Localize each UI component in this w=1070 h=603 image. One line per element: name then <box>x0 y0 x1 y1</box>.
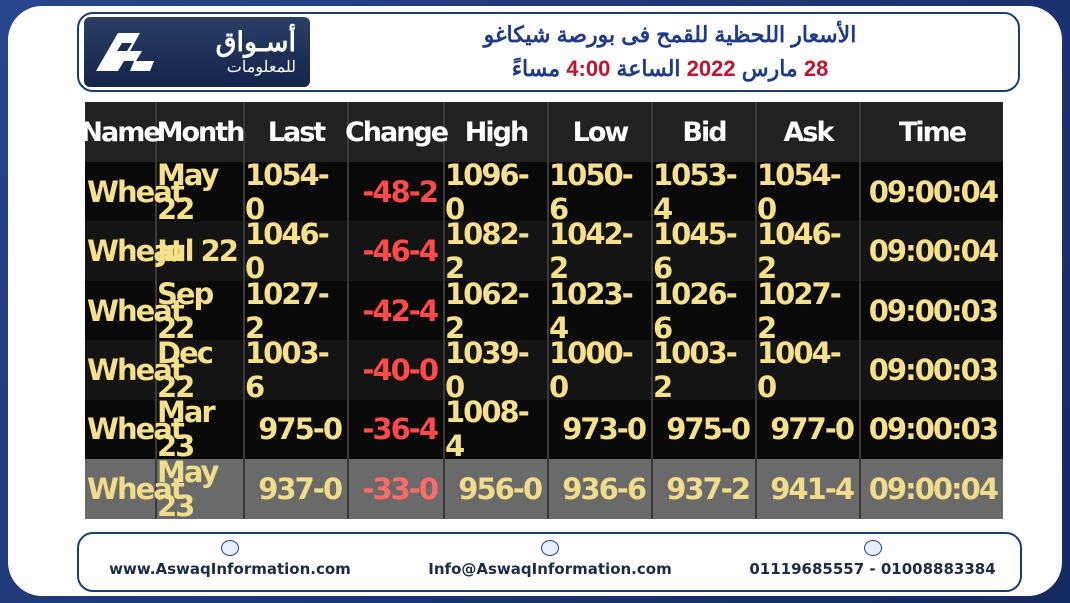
cell-ask: 1054-0 <box>757 158 861 226</box>
title-month: مارس <box>741 56 798 81</box>
cell-month: Jul 22 <box>157 221 245 282</box>
cell-name: Wheat <box>85 221 185 282</box>
title-year: 2022 <box>686 56 736 81</box>
cell-high: 956-0 <box>445 458 549 519</box>
cell-name: Wheat <box>85 399 185 460</box>
cell-month: Sep 22 <box>157 277 245 345</box>
prices-table: Name Month Last Change High Low Bid Ask Time Whea… <box>80 102 1003 523</box>
cell-month: Mar 23 <box>157 395 245 463</box>
cell-time: 09:00:03 <box>868 412 999 447</box>
column-header-last: Last <box>245 102 349 162</box>
cell-name: Wheat <box>85 339 185 400</box>
cell-name: Wheat <box>85 280 185 341</box>
cell-name: Wheat <box>85 162 185 222</box>
cell-change: -33-0 <box>349 458 445 519</box>
logo: أسـواق للمعلومات <box>84 17 310 87</box>
cell-time: 09:00:04 <box>868 234 999 269</box>
table-row: Wheat Mar 23 975-0 -36-4 1008-4 973-0 975-0 977… <box>85 395 1003 463</box>
cell-bid: 937-2 <box>653 458 757 519</box>
cell-ask: 977-0 <box>757 399 861 460</box>
cell-high: 1008-4 <box>445 395 549 463</box>
cell-last: 1003-6 <box>245 336 349 404</box>
cell-last: 937-0 <box>245 458 349 519</box>
cell-bid: 1045-6 <box>653 217 757 285</box>
cell-month: May 22 <box>157 158 245 226</box>
cell-last: 1054-0 <box>245 158 349 226</box>
title-line2: 28 مارس 2022 الساعة 4:00 مساءً <box>330 52 1010 86</box>
cell-change: -40-0 <box>349 339 445 400</box>
title-day: 28 <box>803 56 829 81</box>
cell-ask: 1027-2 <box>757 277 861 345</box>
cell-low: 973-0 <box>549 399 653 460</box>
cell-high: 1096-0 <box>445 158 549 226</box>
column-header-low: Low <box>549 102 653 162</box>
column-header-month: Month <box>157 102 245 162</box>
cell-low: 1050-6 <box>549 158 653 226</box>
table-row: Wheat May 23 937-0 -33-0 956-0 936-6 937-2 941-… <box>85 455 1003 523</box>
phone-icon <box>863 540 882 556</box>
cell-change: -46-4 <box>349 221 445 282</box>
cell-last: 1027-2 <box>245 277 349 345</box>
column-header-name: Name <box>80 102 162 162</box>
logo-title: أسـواق <box>215 27 296 57</box>
mail-icon <box>541 540 559 556</box>
column-header-high: High <box>445 102 549 162</box>
cell-name: Wheat <box>85 458 185 519</box>
cell-change: -42-4 <box>349 280 445 341</box>
cell-low: 1042-2 <box>549 217 653 285</box>
cell-bid: 1003-2 <box>653 336 757 404</box>
cell-high: 1062-2 <box>445 277 549 345</box>
cell-low: 1000-0 <box>549 336 653 404</box>
phones-text: 01119685557 - 01008883384 <box>749 560 996 578</box>
title-line1: الأسعار اللحظية للقمح فى بورصة شيكاغو <box>483 22 857 47</box>
page-title: الأسعار اللحظية للقمح فى بورصة شيكاغو 28… <box>330 18 1010 86</box>
cell-bid: 1026-6 <box>653 277 757 345</box>
column-header-bid: Bid <box>653 102 757 162</box>
cell-last: 1046-0 <box>245 217 349 285</box>
title-suffix: مساءً <box>511 56 561 81</box>
logo-subtitle: للمعلومات <box>226 59 296 76</box>
cell-last: 975-0 <box>245 399 349 460</box>
cell-low: 1023-4 <box>549 277 653 345</box>
cell-time: 09:00:03 <box>868 352 999 387</box>
cell-change: -48-2 <box>349 162 445 222</box>
cell-bid: 1053-4 <box>653 158 757 226</box>
footer-phones: 01119685557 - 01008883384 <box>730 540 1015 578</box>
email-text: Info@AswaqInformation.com <box>428 560 672 578</box>
cell-ask: 1046-2 <box>757 217 861 285</box>
table-row: Wheat Jul 22 1046-0 -46-4 1082-2 1042-2 1045-6… <box>85 217 1003 285</box>
cell-time: 09:00:04 <box>868 175 999 209</box>
cell-bid: 975-0 <box>653 399 757 460</box>
cell-time: 09:00:03 <box>868 293 999 328</box>
table-row: Wheat Dec 22 1003-6 -40-0 1039-0 1000-0 1003-2… <box>85 336 1003 404</box>
title-time: 4:00 <box>566 56 611 81</box>
website-text: www.AswaqInformation.com <box>109 560 351 578</box>
title-at: الساعة <box>616 56 681 81</box>
table-row: Wheat Sep 22 1027-2 -42-4 1062-2 1023-4 1026-6… <box>85 277 1003 345</box>
cell-month: May 23 <box>157 455 245 523</box>
globe-icon <box>221 540 239 556</box>
footer-email[interactable]: Info@AswaqInformation.com <box>405 540 695 578</box>
column-header-time: Time <box>898 116 967 148</box>
cell-time: 09:00:04 <box>868 471 999 506</box>
cell-month: Dec 22 <box>157 336 245 404</box>
footer-website[interactable]: www.AswaqInformation.com <box>90 540 370 578</box>
column-header-change: Change <box>345 102 449 162</box>
cell-high: 1082-2 <box>445 217 549 285</box>
cell-ask: 941-4 <box>757 458 861 519</box>
cell-change: -36-4 <box>349 399 445 460</box>
cell-high: 1039-0 <box>445 336 549 404</box>
cell-low: 936-6 <box>549 458 653 519</box>
table-row: Wheat May 22 1054-0 -48-2 1096-0 1050-6 1053-4… <box>85 158 1003 226</box>
logo-a-icon <box>84 17 164 87</box>
cell-ask: 1004-0 <box>757 336 861 404</box>
table-header-row: Name Month Last Change High Low Bid Ask Time <box>80 102 1003 162</box>
column-header-ask: Ask <box>757 102 861 162</box>
